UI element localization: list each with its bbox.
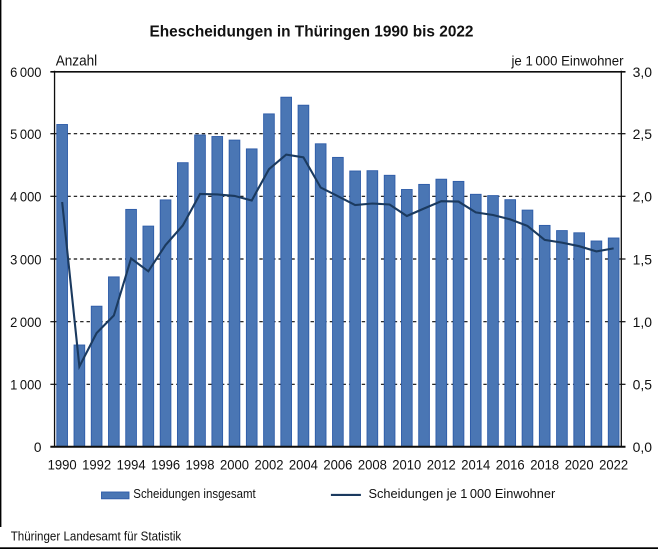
svg-text:1992: 1992: [82, 457, 111, 473]
svg-text:Ehescheidungen in Thüringen 19: Ehescheidungen in Thüringen 1990 bis 202…: [150, 23, 474, 40]
svg-text:2018: 2018: [530, 457, 559, 473]
svg-text:2000: 2000: [220, 457, 249, 473]
svg-text:2,5: 2,5: [633, 127, 653, 142]
svg-text:1,5: 1,5: [633, 252, 653, 267]
svg-text:2022: 2022: [599, 457, 628, 473]
svg-text:6 000: 6 000: [10, 65, 42, 80]
svg-text:3,0: 3,0: [633, 65, 653, 80]
svg-text:2012: 2012: [427, 457, 456, 473]
svg-text:1996: 1996: [151, 457, 180, 473]
svg-text:Scheidungen insgesamt: Scheidungen insgesamt: [133, 486, 256, 501]
svg-text:1 000: 1 000: [10, 378, 42, 393]
svg-text:2004: 2004: [289, 457, 318, 473]
svg-text:je 1 000 Einwohner: je 1 000 Einwohner: [511, 54, 625, 69]
svg-text:2016: 2016: [496, 457, 525, 473]
svg-text:0,0: 0,0: [633, 440, 653, 455]
svg-text:1994: 1994: [117, 457, 146, 473]
svg-text:1,0: 1,0: [633, 315, 653, 330]
svg-text:4 000: 4 000: [10, 190, 42, 205]
svg-text:1990: 1990: [48, 457, 77, 473]
svg-text:5 000: 5 000: [10, 127, 42, 142]
svg-text:0: 0: [34, 440, 42, 455]
svg-text:Anzahl: Anzahl: [56, 54, 97, 70]
svg-text:2014: 2014: [461, 457, 490, 473]
svg-text:2002: 2002: [255, 457, 284, 473]
svg-text:2020: 2020: [565, 457, 594, 473]
svg-text:2006: 2006: [323, 457, 352, 473]
svg-text:1998: 1998: [186, 457, 215, 473]
svg-text:Scheidungen je 1 000 Einwohner: Scheidungen je 1 000 Einwohner: [369, 486, 556, 501]
svg-text:Thüringer Landesamt für Statis: Thüringer Landesamt für Statistik: [11, 529, 182, 544]
svg-text:2010: 2010: [392, 457, 421, 473]
svg-text:2,0: 2,0: [633, 190, 653, 205]
svg-text:0,5: 0,5: [633, 378, 653, 393]
svg-text:3 000: 3 000: [10, 252, 42, 267]
svg-text:2 000: 2 000: [10, 315, 42, 330]
svg-text:2008: 2008: [358, 457, 387, 473]
